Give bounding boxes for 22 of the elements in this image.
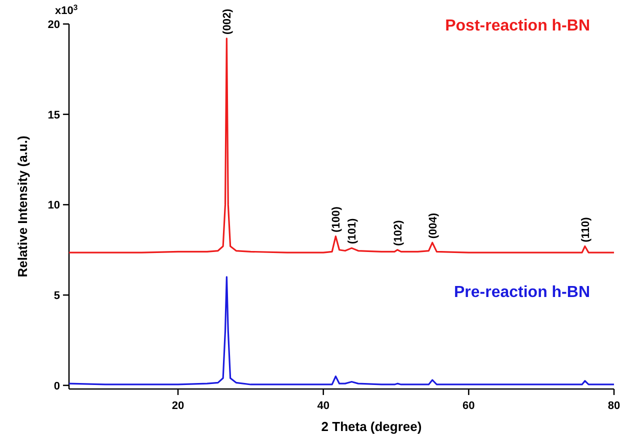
- text: Pre-reaction h-BN: [454, 284, 590, 301]
- annotation: (002): [222, 8, 234, 34]
- y-tick-label: 20: [48, 19, 60, 31]
- y-tick-label: 5: [54, 290, 60, 302]
- y-tick-label: 15: [48, 109, 60, 122]
- y-axis-title: Relative Intensity (a.u.): [15, 136, 30, 278]
- line-series: [68, 38, 615, 254]
- x-tick-label: 40: [317, 400, 330, 412]
- annotation: (110): [580, 216, 592, 242]
- y-tick-label: 0: [54, 380, 60, 392]
- annotation: (102): [392, 220, 404, 246]
- x-tick-label: 80: [608, 400, 620, 412]
- x-tick-label: 20: [172, 400, 184, 412]
- x-axis-title: 2 Theta (degree): [321, 419, 422, 434]
- x-tick-label: 60: [462, 400, 475, 412]
- annotation: (100): [330, 206, 343, 232]
- text: x10$^{3}$: [55, 2, 78, 17]
- y-tick-label: 10: [48, 200, 60, 212]
- annotation: (101): [346, 218, 359, 244]
- line-series: [68, 276, 615, 386]
- text: Post-reaction h-BN: [445, 17, 590, 34]
- annotation: (004): [427, 212, 440, 239]
